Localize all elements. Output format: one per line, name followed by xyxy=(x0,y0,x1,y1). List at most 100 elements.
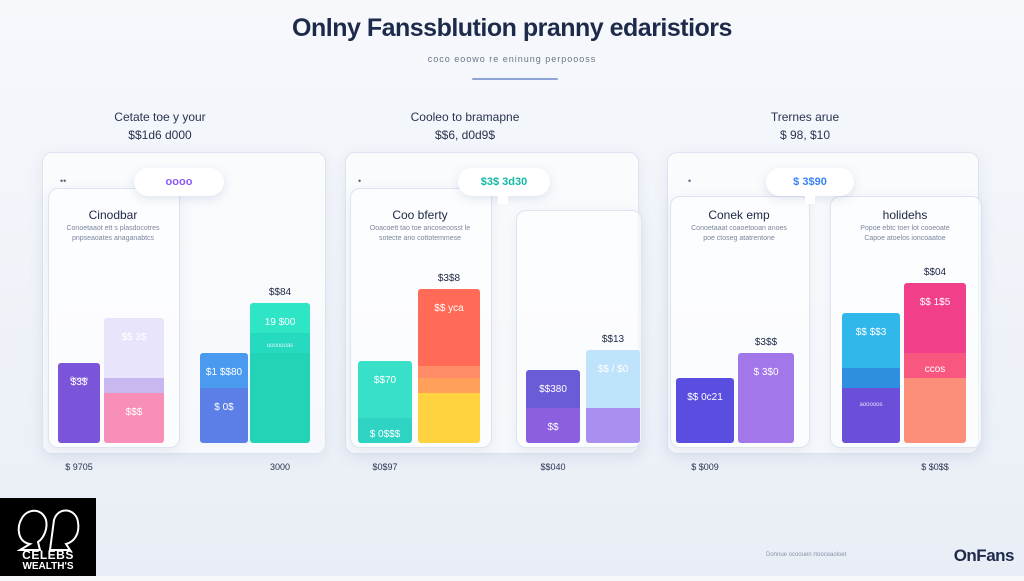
bar-12: ccos $$ 1$5 xyxy=(904,283,966,443)
bar-3-segment-1: $ 0$ xyxy=(200,388,248,443)
bar-7-segment-2: $$380 xyxy=(526,370,580,408)
bar-8-segment-2-label: $$ / $0 xyxy=(597,364,629,375)
bar-4-segment-2-sublabel: uoooooas xyxy=(266,343,294,349)
bar-11: aooooos $$ $$3 xyxy=(842,313,900,443)
bar-3-segment-2-label: $1 $$80 xyxy=(205,367,243,378)
group-heading-2: Cooleo to bramapne xyxy=(410,110,520,124)
bar-6-segment-1 xyxy=(418,393,480,443)
card-desc-2b: sotecte ano cottotemmese xyxy=(378,235,462,242)
card-desc-3b: poe ctoseg atatrentone xyxy=(703,235,775,242)
logo-line-1: CELEBS xyxy=(22,548,74,562)
logo-line-2: WEALTH'S xyxy=(22,561,74,572)
bar-4: uoooooas 19 $00 xyxy=(250,303,310,443)
bar-4-segment-3: 19 $00 xyxy=(250,303,310,333)
bar-12-top-label: $$04 xyxy=(923,267,947,278)
bar-11-segment-2 xyxy=(842,368,900,388)
bar-6-segment-2 xyxy=(418,378,480,393)
bar-5-segment-1-label: $ 0$$$ xyxy=(369,429,401,440)
group-dot-3: • xyxy=(688,176,692,186)
bar-12-segment-1 xyxy=(904,378,966,443)
bar-9-segment-1: $$ 0c21 xyxy=(676,378,734,443)
bar-10-top-label: $3$$ xyxy=(754,337,778,348)
group-heading-3: Trernes arue xyxy=(770,110,840,124)
bar-10-segment-1-label: $ 3$0 xyxy=(753,367,779,378)
card-title-4: holidehs xyxy=(882,208,928,222)
bar-11-segment-3-label: $$ $$3 xyxy=(855,327,887,338)
footnote: Donnue ocoouen rtooceaoloet xyxy=(766,552,847,558)
bar-6: $$ yca xyxy=(418,289,480,443)
bar-7-segment-1-label: $$ xyxy=(547,422,559,433)
bar-6-top-label: $3$8 xyxy=(437,273,461,284)
bar-12-segment-3-label: $$ 1$5 xyxy=(919,297,951,308)
bar-9-footer-label: $ $009 xyxy=(691,462,719,472)
group-heading-1: Cetate toe y your xyxy=(114,110,206,124)
bar-2-segment-2 xyxy=(104,378,164,393)
group-value-3: $ 98, $10 xyxy=(779,128,831,142)
bar-2-segment-3-label: $$ 3$ xyxy=(121,332,147,343)
group-pill-1: oooo xyxy=(134,168,224,196)
bar-7-segment-1: $$ xyxy=(526,408,580,443)
bar-2-segment-1-label: $$$ xyxy=(125,407,143,418)
bar-6-segment-3 xyxy=(418,366,480,378)
onfans-wordmark: OnFans xyxy=(953,546,1015,565)
bar-5-segment-1: $ 0$$$ xyxy=(358,418,412,443)
card-title-3: Conek emp xyxy=(708,208,770,222)
bar-2: $$$ $$ 3$ xyxy=(104,318,164,443)
bar-9-segment-1-label: $$ 0c21 xyxy=(687,392,723,403)
pill-text-1: oooo xyxy=(165,176,193,188)
bar-11-segment-1: aooooos xyxy=(842,388,900,443)
group-value-1: $$1d6 d000 xyxy=(128,128,192,142)
bar-8-segment-2: $$ / $0 xyxy=(586,350,640,408)
group-value-2: $$6, d0d9$ xyxy=(434,128,496,142)
bar-6-segment-4-label: $$ yca xyxy=(434,303,464,314)
group-pill-2: $3$ 3d30 xyxy=(458,168,550,196)
group-pill-3: $ 3$90 xyxy=(766,168,854,196)
bar-10-segment-1: $ 3$0 xyxy=(738,353,794,443)
bar-2-segment-1: $$$ xyxy=(104,393,164,443)
bar-12-footer-label: $ $0$$ xyxy=(921,462,949,472)
subtitle-underline xyxy=(472,78,558,80)
bar-1-footer-label: $ 9705 xyxy=(65,462,93,472)
bar-7-segment-2-label: $$380 xyxy=(539,384,567,395)
pill-text-2: $3$ 3d30 xyxy=(480,176,528,188)
bar-9: $$ 0c21 xyxy=(676,378,734,443)
bar-4-segment-1 xyxy=(250,353,310,443)
bar-6-segment-4: $$ yca xyxy=(418,289,480,366)
bar-12-segment-3: $$ 1$5 xyxy=(904,283,966,353)
bar-1-segment-1-label: $3$ xyxy=(70,377,88,388)
bar-4-segment-3-label: 19 $00 xyxy=(264,317,296,328)
bar-4-top-label: $$84 xyxy=(268,287,292,298)
bar-5-footer-label: $0$97 xyxy=(372,462,398,472)
card-desc-1a: Conoetaaot ett s plasdocotres xyxy=(66,225,160,232)
card-desc-1b: pnpseaoates anaganabtcs xyxy=(71,235,155,242)
bar-5: $ 0$$$ $$70 xyxy=(358,361,412,443)
card-desc-3a: Conoetaaat coaoetooan anoes xyxy=(691,225,787,232)
group-dot-1: •• xyxy=(60,176,67,186)
bar-11-segment-3: $$ $$3 xyxy=(842,313,900,368)
page-subtitle: coco eoowo re eninung perpoooss xyxy=(427,54,597,64)
bar-7-footer-label: $$040 xyxy=(540,462,566,472)
bar-1: $3$ Ooooo xyxy=(58,363,100,443)
group-dot-2: • xyxy=(358,176,362,186)
bar-5-segment-2-label: $$70 xyxy=(373,375,397,386)
bar-2-segment-3: $$ 3$ xyxy=(104,318,164,378)
bar-5-segment-2: $$70 xyxy=(358,361,412,418)
silhouette-icon xyxy=(16,509,80,551)
page-title: Onlny Fanssblution pranny edaristiors xyxy=(292,14,732,42)
bar-7: $$ $$380 xyxy=(526,370,580,443)
bar-11-segment-1-sublabel: aooooos xyxy=(859,402,883,408)
pill-stem-3 xyxy=(805,196,815,204)
bar-8: $$ / $0 xyxy=(586,350,640,443)
bar-12-segment-2: ccos xyxy=(904,353,966,378)
bar-3-segment-1-label: $ 0$ xyxy=(214,402,234,413)
celebs-wealth-logo: CELEBS WEALTH'S xyxy=(0,498,96,576)
pill-text-3: $ 3$90 xyxy=(793,176,827,188)
bar-1-segment-1: $3$ Ooooo xyxy=(58,363,100,443)
bar-12-segment-2-label: ccos xyxy=(924,364,946,375)
card-desc-2a: Ooacoett tao toe ancoseoosst le xyxy=(369,225,471,232)
card-title-1: Cinodbar xyxy=(88,208,138,222)
bar-8-segment-1 xyxy=(586,408,640,443)
bar-8-top-label: $$13 xyxy=(601,334,625,345)
bar-10: $ 3$0 xyxy=(738,353,794,443)
card-desc-4a: Popoe ebtc toer lot cooeoate xyxy=(860,225,950,232)
